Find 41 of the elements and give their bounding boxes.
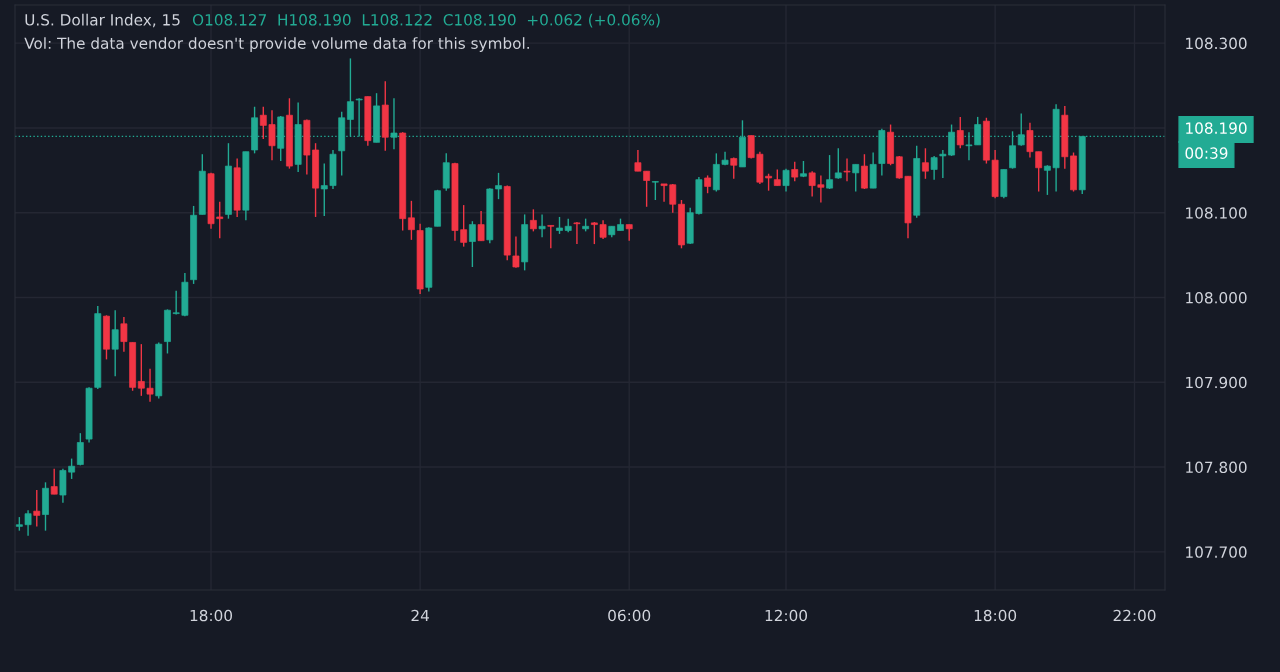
candlestick [930, 155, 938, 181]
x-tick-label: 22:00 [1113, 609, 1156, 622]
x-tick-label: 12:00 [765, 609, 808, 622]
candlestick [843, 157, 851, 183]
annotation: Vol: The data vendor doesn't provide volume data for this symbol. [24, 37, 529, 52]
candlestick [33, 489, 41, 528]
candlestick [529, 208, 537, 233]
y-tick-label: 108.000 [1186, 291, 1247, 304]
y-tick-label: 107.900 [1186, 376, 1247, 389]
candlestick [834, 147, 842, 180]
candlestick [468, 220, 476, 268]
y-tick-label: 108.300 [1186, 37, 1247, 50]
candlestick [538, 213, 546, 238]
text: 00:39 [1185, 147, 1228, 159]
candlestick [651, 180, 659, 201]
text: U.S. Dollar Index, 15 [25, 13, 180, 28]
candlestick [50, 468, 58, 495]
candlestick [869, 151, 877, 189]
candlestick [408, 200, 415, 241]
x-tick-label: 24 [411, 609, 429, 622]
candlestick [573, 221, 581, 245]
candlestick [76, 432, 84, 467]
candlestick [120, 316, 128, 353]
annotation: O108.127 H108.190 L108.122 C108.190 +0.062 (+0.06%) [192, 13, 660, 28]
ref-line-label: 108.190 [1186, 122, 1247, 134]
y-tick-label: 107.700 [1186, 546, 1247, 558]
y-tick-label: 107.800 [1186, 461, 1247, 474]
candlestick [826, 154, 833, 190]
candlestick [547, 224, 555, 250]
x-tick-label: 18:00 [974, 609, 1017, 622]
candlestick [782, 167, 790, 193]
candlestick [477, 210, 485, 242]
candlestick [956, 116, 964, 149]
candlestick [922, 147, 929, 180]
y-tick-label: 108.100 [1186, 207, 1247, 219]
candlestick [791, 161, 799, 183]
x-tick-label: 06:00 [608, 609, 651, 622]
candlestick [111, 309, 119, 378]
candlestick [861, 153, 868, 190]
x-tick-label: 18:00 [190, 609, 233, 622]
candlestick [852, 163, 860, 193]
